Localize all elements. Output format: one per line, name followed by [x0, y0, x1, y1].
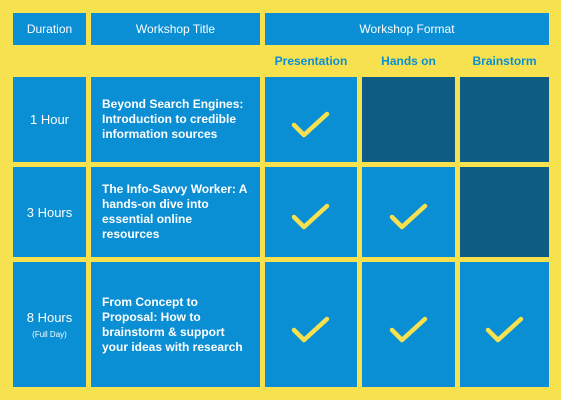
checkmark-icon [389, 203, 427, 230]
row-3-hands-on-cell [362, 262, 455, 387]
checkmark-icon [389, 316, 427, 342]
header-title: Workshop Title [91, 13, 260, 45]
row-1-hands-on-cell [362, 77, 455, 162]
subheader-hands-on-label: Hands on [381, 54, 436, 68]
header-format-label: Workshop Format [359, 22, 455, 36]
row-1-title-text: Beyond Search Engines: Introduction to c… [102, 97, 244, 141]
row-2-title: The Info-Savvy Worker: A hands-on dive i… [91, 167, 260, 257]
row-2-brainstorm-cell [460, 167, 549, 257]
row-3-title: From Concept to Proposal: How to brainst… [91, 262, 260, 387]
subheader-presentation: Presentation [265, 50, 357, 72]
row-1-title: Beyond Search Engines: Introduction to c… [91, 77, 260, 162]
subheader-presentation-label: Presentation [274, 54, 348, 68]
header-duration: Duration [13, 13, 86, 45]
subheader-hands-on: Hands on [362, 50, 455, 72]
row-3-duration-label: 8 Hours [26, 310, 73, 325]
row-3-brainstorm-cell [460, 262, 549, 387]
row-1-duration-label: 1 Hour [29, 112, 70, 127]
row-2-hands-on-cell [362, 167, 455, 257]
row-1-brainstorm-cell [460, 77, 549, 162]
row-1-presentation-cell [265, 77, 357, 162]
row-3-duration: 8 Hours (Full Day) [13, 262, 86, 387]
row-2-title-text: The Info-Savvy Worker: A hands-on dive i… [102, 182, 247, 241]
checkmark-icon [485, 316, 523, 342]
header-duration-label: Duration [26, 22, 73, 36]
row-3-title-text: From Concept to Proposal: How to brainst… [102, 294, 243, 354]
header-title-label: Workshop Title [135, 22, 216, 36]
header-format: Workshop Format [265, 13, 549, 45]
subheader-brainstorm-label: Brainstorm [472, 54, 537, 68]
row-2-duration: 3 Hours [13, 167, 86, 257]
row-3-presentation-cell [265, 262, 357, 387]
checkmark-icon [291, 316, 330, 342]
row-2-presentation-cell [265, 167, 357, 257]
subheader-brainstorm: Brainstorm [460, 50, 549, 72]
row-3-duration-note: (Full Day) [32, 330, 67, 339]
checkmark-icon [291, 203, 330, 230]
checkmark-icon [291, 111, 330, 137]
row-2-duration-label: 3 Hours [26, 204, 73, 220]
row-1-duration: 1 Hour [13, 77, 86, 162]
